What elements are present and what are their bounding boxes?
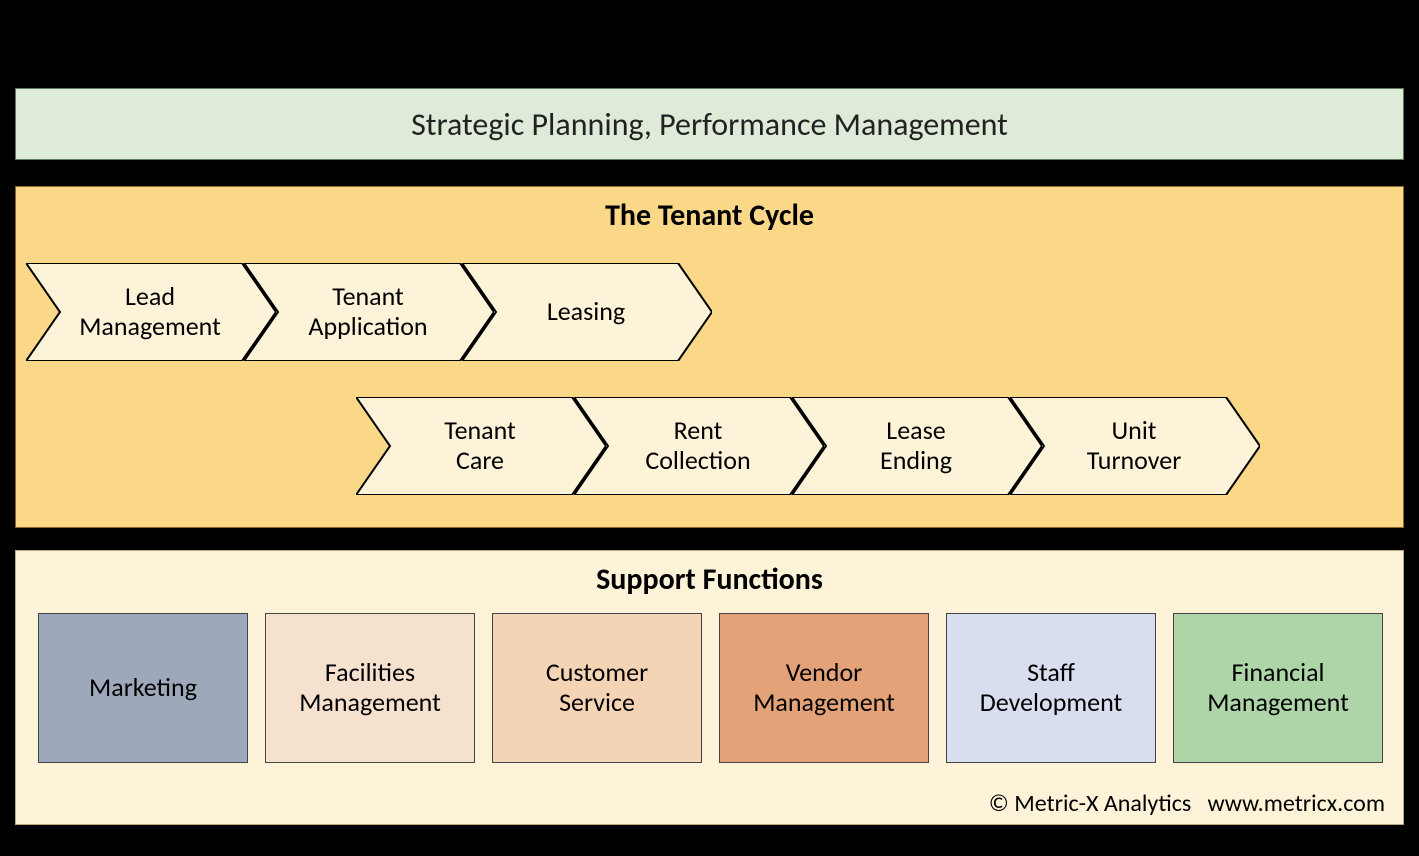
copyright-text: © Metric-X Analytics www.metricx.com	[989, 789, 1385, 818]
support-box-vendor-management: VendorManagement	[719, 613, 929, 763]
support-box-customer-service: CustomerService	[492, 613, 702, 763]
support-functions-title: Support Functions	[16, 551, 1403, 598]
chevron-rent-collection-label: RentCollection	[608, 397, 788, 495]
chevron-leasing-label: Leasing	[496, 263, 676, 361]
support-box-facilities-management: FacilitiesManagement	[265, 613, 475, 763]
chevron-lease-ending-label: LeaseEnding	[826, 397, 1006, 495]
chevron-tenant-application-label: TenantApplication	[278, 263, 458, 361]
strategic-planning-band: Strategic Planning, Performance Manageme…	[15, 88, 1404, 160]
chevron-tenant-care-label: TenantCare	[390, 397, 570, 495]
tenant-cycle-title: The Tenant Cycle	[16, 187, 1403, 234]
chevron-leasing: Leasing	[462, 263, 712, 361]
chevron-unit-turnover-label: UnitTurnover	[1044, 397, 1224, 495]
tenant-cycle-section: The Tenant Cycle LeadManagement TenantAp…	[15, 186, 1404, 528]
support-box-marketing: Marketing	[38, 613, 248, 763]
chevron-tenant-care: TenantCare	[356, 397, 606, 495]
chevron-lead-management: LeadManagement	[26, 263, 276, 361]
support-functions-section: Support Functions MarketingFacilitiesMan…	[15, 550, 1404, 825]
chevron-unit-turnover: UnitTurnover	[1010, 397, 1260, 495]
chevron-lead-management-label: LeadManagement	[60, 263, 240, 361]
support-box-financial-management: FinancialManagement	[1173, 613, 1383, 763]
chevron-tenant-application: TenantApplication	[244, 263, 494, 361]
strategic-planning-label: Strategic Planning, Performance Manageme…	[411, 105, 1008, 144]
support-box-staff-development: StaffDevelopment	[946, 613, 1156, 763]
chevron-rent-collection: RentCollection	[574, 397, 824, 495]
chevron-lease-ending: LeaseEnding	[792, 397, 1042, 495]
